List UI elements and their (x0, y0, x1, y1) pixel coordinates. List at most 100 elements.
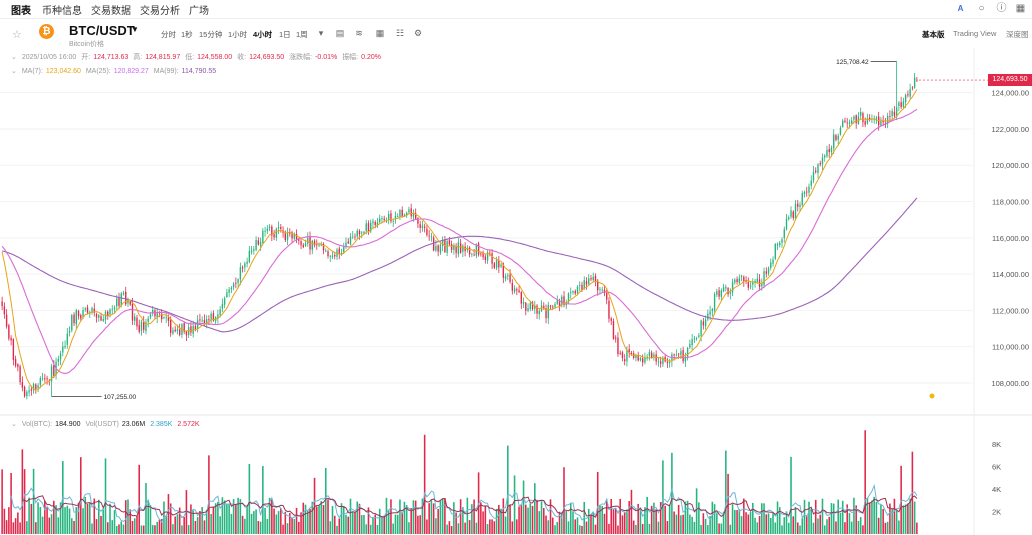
interval-1d[interactable]: 1日 (279, 30, 291, 39)
mode-tradingview[interactable]: Trading View (953, 29, 997, 38)
candle-body (388, 214, 390, 220)
volume-bar (1, 469, 3, 534)
volume-bar (754, 517, 756, 534)
mode-depth[interactable]: 深度图 (1006, 30, 1029, 39)
more-intervals-icon[interactable]: ▾ (318, 28, 324, 38)
interval-15m[interactable]: 15分钟 (199, 30, 223, 39)
candle-body (462, 245, 464, 252)
volume-bar (542, 507, 545, 534)
favorite-star-icon[interactable]: ☆ (12, 29, 22, 41)
candle-body (504, 275, 507, 279)
caret-down-icon[interactable]: ▼ (131, 25, 139, 34)
candle-body (639, 358, 642, 361)
candle-body (343, 247, 345, 253)
indicator-icon[interactable]: ▤ (335, 28, 345, 38)
ai-icon[interactable]: A (957, 4, 964, 13)
candle-body (765, 271, 767, 274)
candle-body (815, 170, 817, 172)
interval-4h[interactable]: 4小时 (253, 30, 273, 39)
candle-body (295, 234, 298, 240)
volume-bar (565, 510, 568, 534)
mode-basic[interactable]: 基本版 (922, 30, 945, 39)
template-icon[interactable]: ▦ (375, 28, 385, 38)
candle-body (745, 280, 747, 282)
tab-trading-analysis[interactable]: 交易分析 (140, 6, 180, 17)
volume-bar (264, 507, 266, 534)
candle-body (538, 310, 540, 315)
volume-bar (271, 498, 273, 534)
bell-icon[interactable]: ○ (978, 3, 985, 14)
grid-icon[interactable]: ▦ (1015, 3, 1026, 14)
candle-body (606, 292, 608, 300)
interval-1w[interactable]: 1周 (296, 30, 308, 39)
candle-body (666, 362, 669, 363)
volume-bar (68, 508, 71, 534)
ma-collapse-icon[interactable]: ⌄ (11, 68, 17, 75)
collapse-chevron-icon[interactable]: ⌄ (11, 54, 17, 61)
candle-body (41, 378, 44, 380)
vol-collapse-icon[interactable]: ⌄ (11, 421, 17, 428)
draw-icon[interactable]: ≋ (355, 28, 363, 38)
volume-bar (698, 502, 700, 534)
settings-icon[interactable]: ☷ (395, 28, 405, 38)
candle-body (419, 224, 421, 228)
volume-bar (482, 511, 484, 534)
volume-bar (848, 513, 851, 534)
candle-body (244, 263, 246, 268)
volume-bar (401, 513, 403, 534)
candle-body (657, 361, 660, 363)
gear-icon[interactable]: ⚙ (413, 28, 423, 38)
candle-body (140, 321, 143, 331)
volume-bar (457, 523, 460, 534)
candle-body (127, 300, 129, 304)
tab-coin-info[interactable]: 币种信息 (42, 6, 82, 17)
candle-body (819, 162, 821, 165)
candle-body (513, 288, 516, 292)
candle-body (435, 245, 437, 251)
tab-square[interactable]: 广场 (189, 6, 209, 17)
candle-body (248, 250, 251, 262)
tab-trading-data[interactable]: 交易数据 (91, 6, 131, 17)
candle-body (450, 244, 453, 250)
tab-chart[interactable]: 图表 (11, 6, 31, 17)
volume-bar (230, 514, 233, 534)
volume-bar (127, 499, 129, 534)
candle-body (648, 351, 651, 357)
volume-bar (794, 506, 797, 534)
volume-bar (374, 514, 377, 534)
volume-bar (776, 501, 779, 534)
volume-bar (812, 522, 815, 534)
volume-bar (41, 516, 44, 534)
candle-body (311, 240, 313, 250)
candle-body (190, 326, 192, 333)
volume-bar (862, 525, 864, 534)
symbol-subtitle[interactable]: Bitcoin价格 (69, 41, 105, 48)
info-icon[interactable]: ⓘ (996, 3, 1007, 14)
vol-ma2-value: 2.572K (177, 421, 200, 428)
candle-date: 2025/10/05 16:00 (21, 54, 77, 61)
candle-body (588, 278, 590, 284)
candle-body (677, 353, 680, 355)
volume-bar (336, 525, 338, 534)
interval-time[interactable]: 分时 (161, 30, 176, 39)
candle-body (57, 358, 60, 362)
volume-bar (356, 501, 359, 534)
candle-body (156, 312, 158, 318)
volume-bar (792, 516, 795, 534)
candle-body (527, 308, 529, 311)
candle-body (77, 310, 80, 317)
interval-1s[interactable]: 1秒 (181, 30, 193, 39)
symbol-name[interactable]: BTC/USDT (69, 23, 135, 38)
candle-body (644, 357, 646, 363)
volume-bar (817, 518, 819, 534)
volume-bar (203, 520, 206, 534)
volume-bar (30, 503, 33, 534)
volume-bar (590, 514, 592, 534)
top-navigation: 图表 币种信息 交易数据 交易分析 广场 A ○ ⓘ ▦ (0, 0, 1032, 19)
candle-body (250, 250, 253, 253)
volume-bar (55, 505, 57, 534)
interval-1h[interactable]: 1小时 (228, 30, 248, 39)
volume-bar (547, 520, 550, 534)
candle-body (277, 227, 280, 229)
